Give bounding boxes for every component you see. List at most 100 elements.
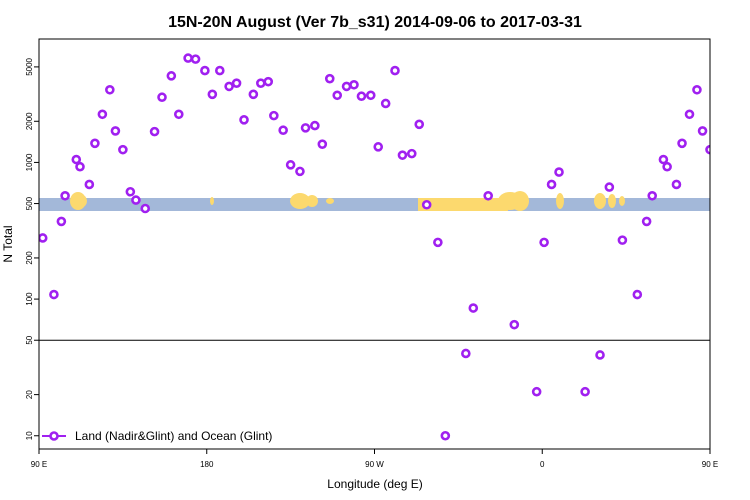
land-blob [608,194,616,208]
land-blob [306,195,318,207]
data-point [658,154,669,165]
data-point [632,289,643,300]
data-point [406,148,417,159]
land-blob [77,195,87,207]
data-point [300,123,311,133]
data-point [49,289,59,300]
chart-title: 15N-20N August (Ver 7b_s31) 2014-09-06 t… [168,14,582,31]
data-point [118,144,128,155]
data-point [397,150,408,160]
data-point [617,235,628,245]
data-point [705,144,710,155]
data-point [440,430,451,441]
data-point [125,186,136,197]
land-shapes [70,191,625,211]
data-point [468,303,479,313]
land-blob [290,193,310,209]
data-point [332,90,343,101]
y-tick-label: 50 [25,335,34,344]
y-tick-label: 20 [25,390,34,399]
x-tick-label: 90 W [365,460,384,469]
legend-label: Land (Nadir&Glint) and Ocean (Glint) [75,429,272,443]
data-point [140,203,151,214]
data-point [421,199,432,210]
land-blob [594,193,606,209]
data-point [224,81,234,92]
data-point [349,79,359,90]
data-point [595,350,605,360]
y-axis-label: N Total [1,225,15,262]
data-point [365,90,376,101]
legend-marker [49,431,59,441]
y-tick-label: 1000 [25,153,34,171]
data-point [546,179,557,190]
land-blob [210,197,214,205]
data-point [324,73,335,84]
data-point [295,166,305,177]
data-point [310,120,320,131]
data-point [105,84,115,95]
y-tick-label: 10 [25,431,34,440]
data-point [677,138,687,149]
data-point [231,78,242,88]
y-tick-label: 2000 [25,112,34,130]
data-point [697,126,708,136]
plot-frame [38,38,711,450]
data-point [84,179,95,190]
x-tick-label: 0 [540,460,545,469]
ocean-band [39,198,710,211]
land-blob [556,193,564,209]
data-point [214,65,225,76]
data-point [56,216,67,227]
data-point [356,91,367,102]
data-point [554,167,564,177]
data-point [60,190,70,201]
data-point [269,110,279,121]
data-point [373,142,384,152]
legend: Land (Nadir&Glint) and Ocean (Glint) [42,429,272,443]
land-blob [619,196,625,206]
data-point [200,65,210,76]
data-point [166,71,177,81]
land-blob [418,198,508,211]
x-tick-label: 90 E [702,460,718,469]
y-tick-label: 500 [25,196,34,210]
map-band [39,191,710,211]
data-point [604,182,615,192]
data-point [173,109,184,120]
data-point [433,237,443,248]
data-point [239,115,249,125]
data-point [580,386,590,397]
data-point [131,195,141,205]
data-point [256,78,266,88]
data-point [641,216,652,227]
data-point [39,233,48,243]
data-point [183,53,193,63]
x-axis-label: Longitude (deg E) [327,477,422,491]
data-point [414,119,425,130]
data-point [380,98,391,109]
data-point [90,138,100,149]
data-point [317,139,328,149]
data-point [671,179,682,190]
y-tick-label: 200 [25,251,34,265]
data-point [509,319,520,330]
data-point [662,161,672,172]
data-point [647,190,658,201]
data-point [110,126,121,136]
data-point [278,125,288,136]
data-point [483,190,493,201]
data-point [684,109,695,120]
x-tick-label: 180 [200,460,214,469]
data-point [97,109,108,120]
data-point [390,65,400,76]
data-point [207,89,218,100]
data-point [263,76,274,87]
data-point [285,160,296,170]
data-point [149,126,160,137]
data-point [461,348,471,359]
y-tick-label: 5000 [25,57,34,75]
data-point [531,386,542,397]
data-point [71,154,82,165]
